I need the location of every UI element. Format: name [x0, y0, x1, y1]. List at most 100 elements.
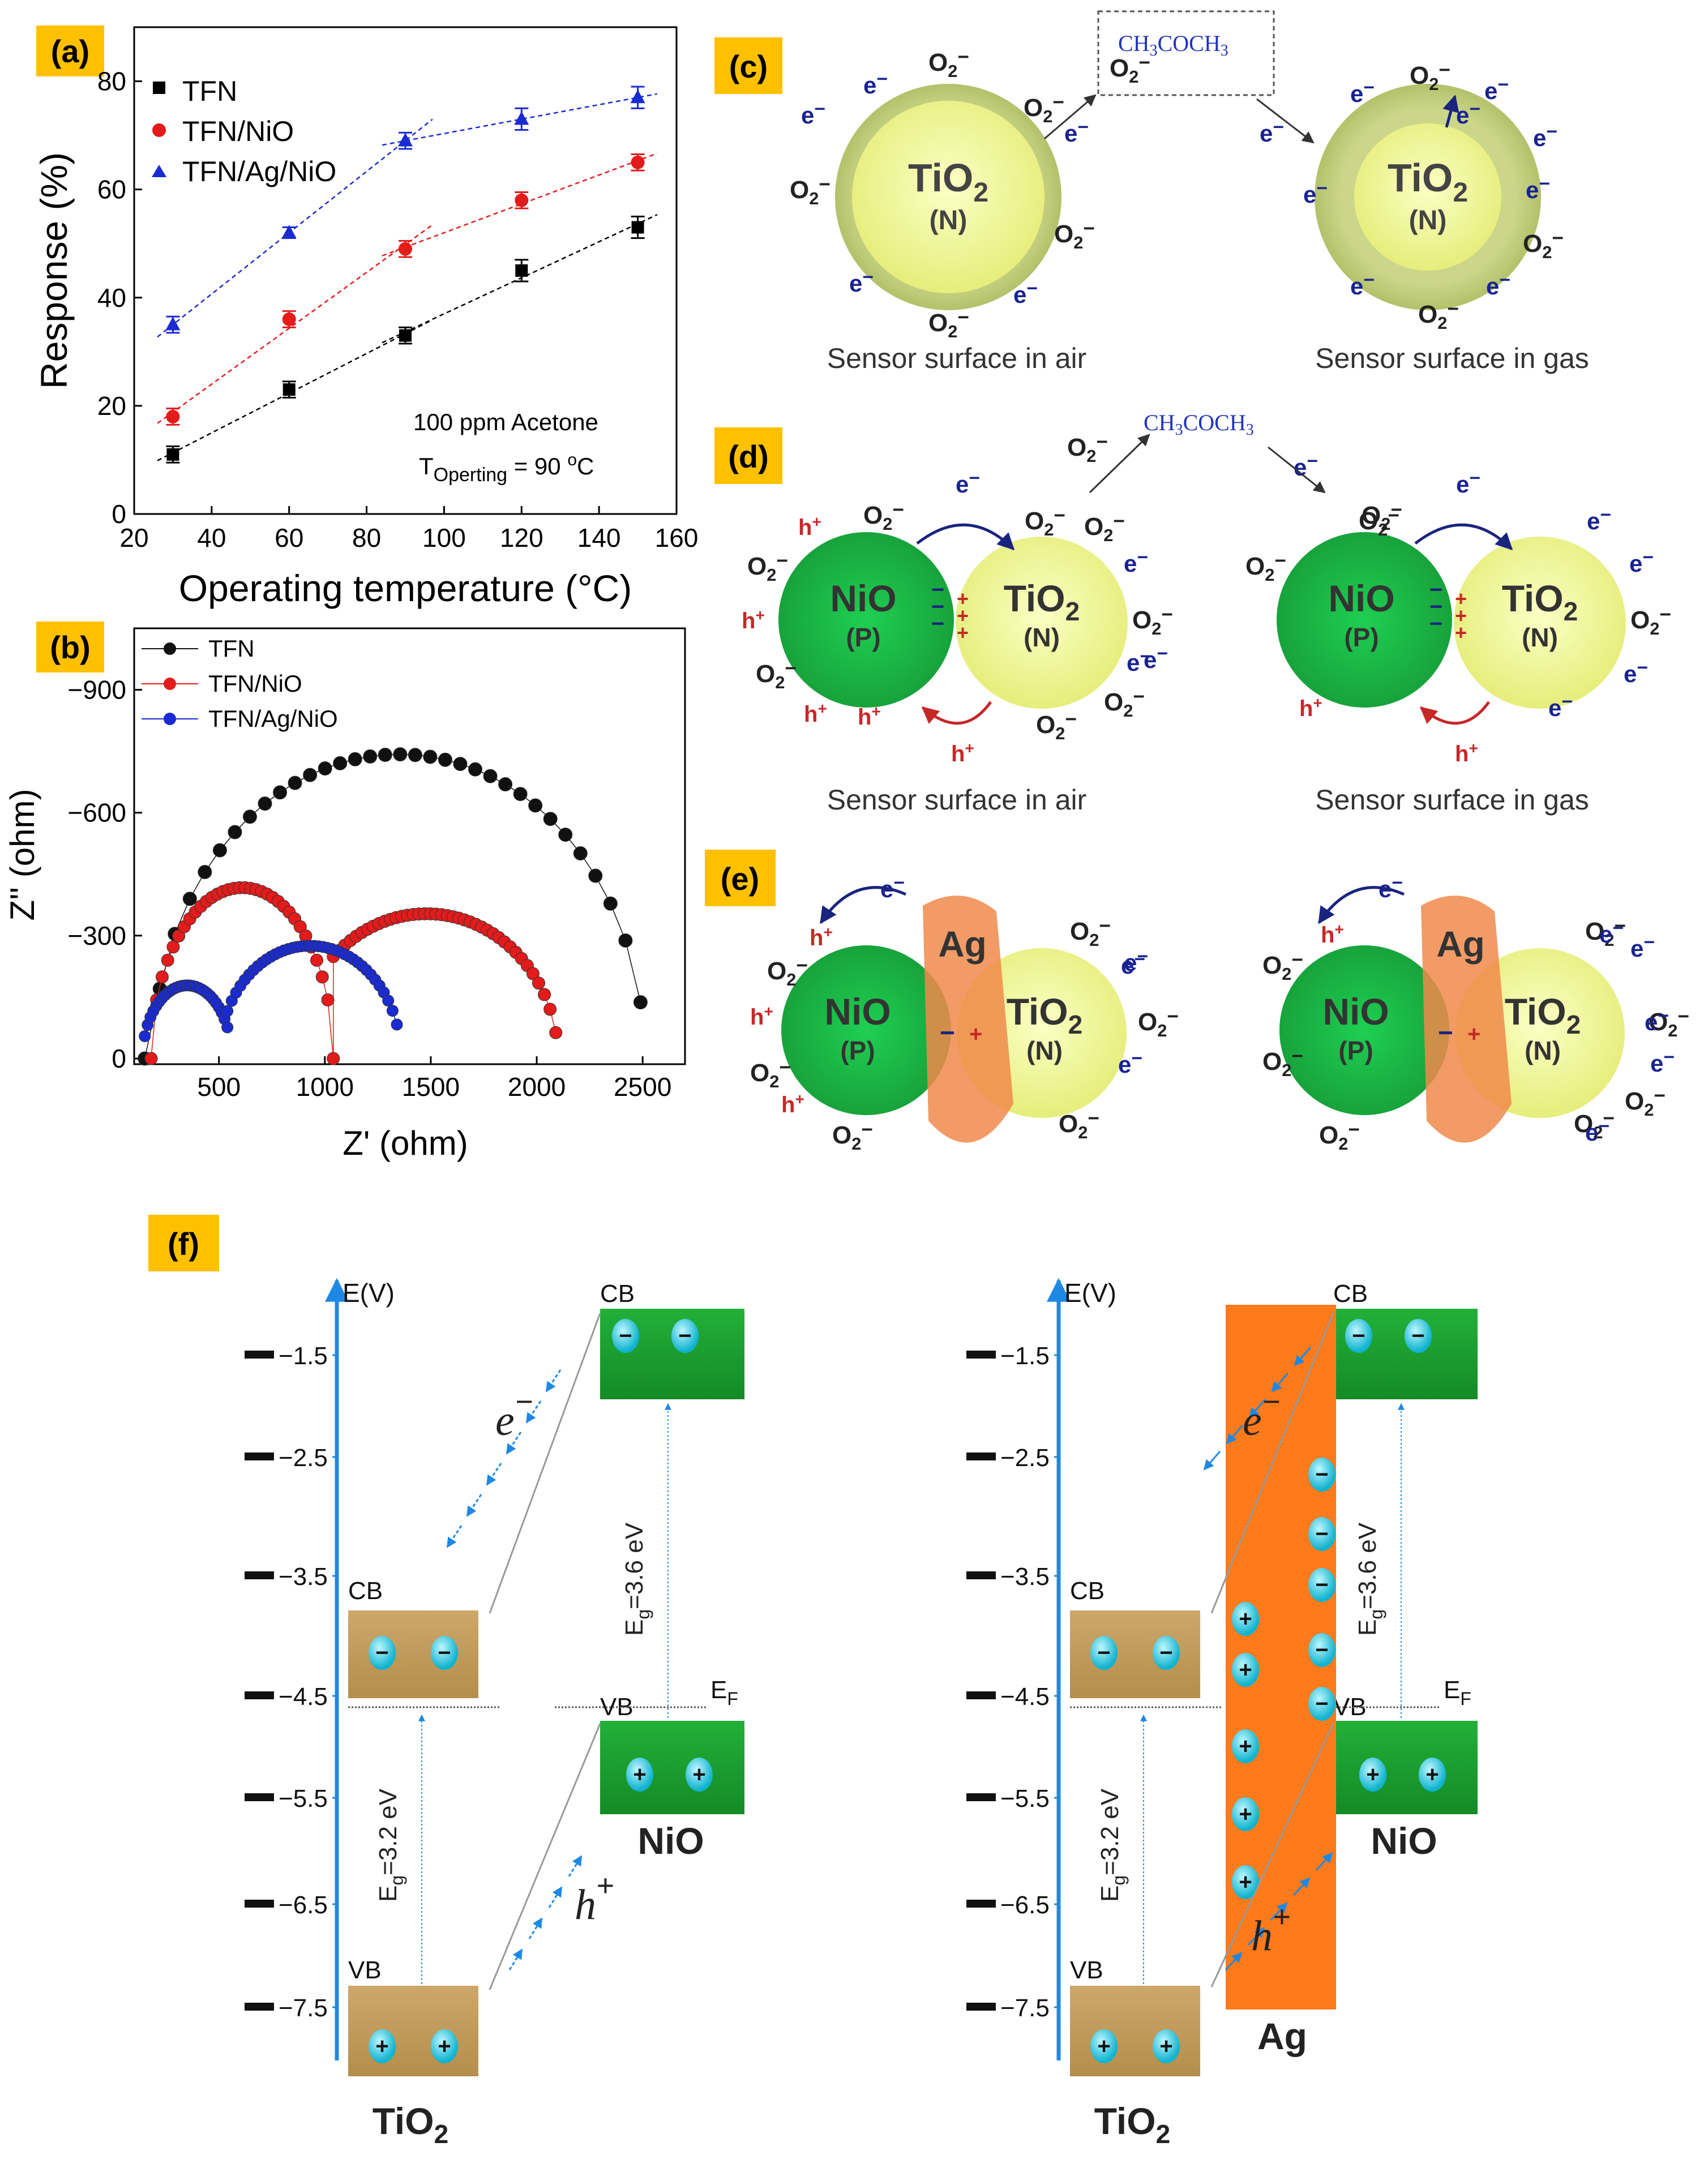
- panel-label-d: (d): [714, 427, 782, 484]
- electron-label: e−: [1533, 121, 1557, 151]
- y-tick-label-a: 40: [97, 283, 126, 312]
- hole-flow-arrow-air: [921, 701, 992, 725]
- impedance-point-tfn-nio: [315, 970, 329, 984]
- data-point-tfn: [631, 221, 644, 234]
- junction-negative: −: [931, 594, 944, 619]
- impedance-point-tfn: [288, 775, 302, 790]
- electron-label: e−: [1456, 98, 1480, 128]
- junction-negative: −: [1429, 577, 1442, 602]
- tick-bar: [245, 1793, 274, 1801]
- hole-label: h+: [781, 1090, 804, 1117]
- junction-negative: −: [1429, 611, 1442, 636]
- fermi-level-label: EF: [1444, 1676, 1471, 1709]
- hole-transfer-arrow: [1315, 1852, 1333, 1871]
- electron-carrier: [1308, 1568, 1335, 1602]
- o2-ion-label: O2−: [1625, 1085, 1666, 1120]
- electron-transfer-arrow: [466, 1494, 482, 1517]
- electron-label: e−: [1624, 657, 1648, 687]
- o2-ion-label: O2−: [1024, 91, 1064, 126]
- impedance-point-tfn-nio: [166, 940, 180, 954]
- o2-ion-label: O2−: [1649, 1005, 1689, 1040]
- tio2-sphere-air-d: [956, 537, 1128, 709]
- energy-tick-label: −7.5: [279, 1994, 328, 2022]
- hole-carrier: [1090, 2029, 1118, 2063]
- panel-label-b: (b): [36, 622, 104, 672]
- nio-valence-band: [600, 1721, 744, 1814]
- y-tick-label-b: 0: [112, 1044, 126, 1073]
- carrier-sign: +: [1426, 1762, 1439, 1787]
- bandgap-label-tio2: Eg=3.2 eV: [374, 1788, 407, 1902]
- x-tick-label-a: 140: [577, 523, 621, 552]
- x-tick-label-b: 2000: [508, 1072, 566, 1102]
- y-tick-label-b: −900: [67, 675, 126, 705]
- impedance-point-tfn-ag-nio: [139, 1030, 151, 1043]
- tio2-label-air-d-type: (N): [1024, 623, 1060, 652]
- impedance-point-tfn: [242, 809, 257, 824]
- energy-tick-label: −1.5: [279, 1342, 328, 1370]
- data-point-tfn-nio: [166, 410, 180, 423]
- cb-label-tio2: CB: [1070, 1577, 1105, 1605]
- tick-bar: [966, 1691, 996, 1699]
- impedance-point-tfn-nio: [543, 1002, 557, 1016]
- carrier-sign: −: [1315, 1462, 1328, 1487]
- sensor-air-particle: TiO2 (N): [835, 84, 1061, 310]
- electron-label: e−: [1303, 178, 1328, 208]
- vb-label-tio2: VB: [348, 1956, 382, 1984]
- impedance-point-tfn: [182, 892, 197, 906]
- panel-label-a: (a): [36, 25, 104, 76]
- electron-label: e−: [1294, 451, 1318, 481]
- ag-bridge-gas: [1421, 896, 1512, 1143]
- o2-ion-label: O2−: [750, 1056, 791, 1091]
- junction-positive: +: [1455, 587, 1467, 610]
- electron-label: e−: [1630, 932, 1655, 962]
- nio-label-gas-e-type: (P): [1338, 1036, 1373, 1065]
- electron-label: e−: [1486, 269, 1510, 299]
- electron-label: e−: [1124, 946, 1148, 976]
- tick-bar: [966, 1793, 996, 1801]
- hole-label: h+: [1455, 739, 1478, 766]
- impedance-point-tfn: [438, 752, 452, 767]
- o2-ion-label: O2−: [1245, 550, 1286, 585]
- nio-sphere-gas-e: [1279, 945, 1449, 1115]
- hole-label: h+: [951, 739, 974, 766]
- impedance-point-tfn-ag-nio: [386, 1005, 399, 1017]
- carrier-sign: −: [1411, 1323, 1424, 1348]
- tio2-label-air-d: TiO2: [1004, 577, 1080, 626]
- arrow-to-acetone-d: [1089, 434, 1150, 494]
- o2-ion-label: O2−: [1418, 298, 1459, 333]
- electron-label-f: e−: [495, 1385, 534, 1445]
- energy-tick-label: −6.5: [1000, 1891, 1050, 1919]
- electron-label: e−: [1144, 643, 1168, 673]
- hole-carrier: [369, 2029, 396, 2063]
- impedance-point-tfn-nio: [155, 970, 169, 984]
- electron-label: e−: [1526, 173, 1550, 203]
- hole-transfer-arrow: [1292, 1877, 1311, 1896]
- impedance-point-tfn-ag-nio: [221, 1005, 234, 1017]
- caption-gas-d: Sensor surface in gas: [1315, 784, 1589, 816]
- arrow-from-acetone-d: [1268, 446, 1326, 494]
- o2-ion-label: O2−: [1138, 1005, 1179, 1040]
- carrier-sign: +: [1239, 1734, 1252, 1759]
- ag-label-gas-e: Ag: [1436, 924, 1484, 965]
- panel-c-mechanism: TiO2 (N) TiO2 (N) CH3COCH3 O2− O2− O2− O2− O…: [790, 10, 1589, 374]
- carrier-sign: −: [438, 1640, 451, 1665]
- electron-transfer-arrow: [525, 1400, 542, 1424]
- electron-transfer-arrow: [486, 1463, 502, 1486]
- bandgap-label-nio: Eg=3.6 eV: [1354, 1522, 1386, 1636]
- hole-transfer-arrow: [508, 1948, 523, 1970]
- o2-ion-label: O2−: [1262, 1045, 1303, 1080]
- nio-label-gas-d: NiO: [1328, 577, 1394, 619]
- o2-ion-label: O2−: [1104, 685, 1145, 721]
- electron-label: e−: [1585, 1116, 1609, 1146]
- energy-tick-label: −1.5: [1000, 1342, 1050, 1370]
- hole-label-f: h+: [575, 1869, 614, 1929]
- carrier-sign: −: [1315, 1638, 1328, 1663]
- electron-transfer-arrow: [1294, 1347, 1312, 1366]
- data-point-tfn-ag-nio: [281, 225, 297, 239]
- energy-axis-label: E(V): [343, 1278, 395, 1308]
- o2-ion-label: O2−: [1132, 603, 1173, 639]
- impedance-point-tfn: [423, 749, 438, 764]
- impedance-point-tfn-nio: [549, 1026, 563, 1039]
- electron-label: e−: [1456, 468, 1480, 498]
- junction-positive: +: [1455, 621, 1467, 644]
